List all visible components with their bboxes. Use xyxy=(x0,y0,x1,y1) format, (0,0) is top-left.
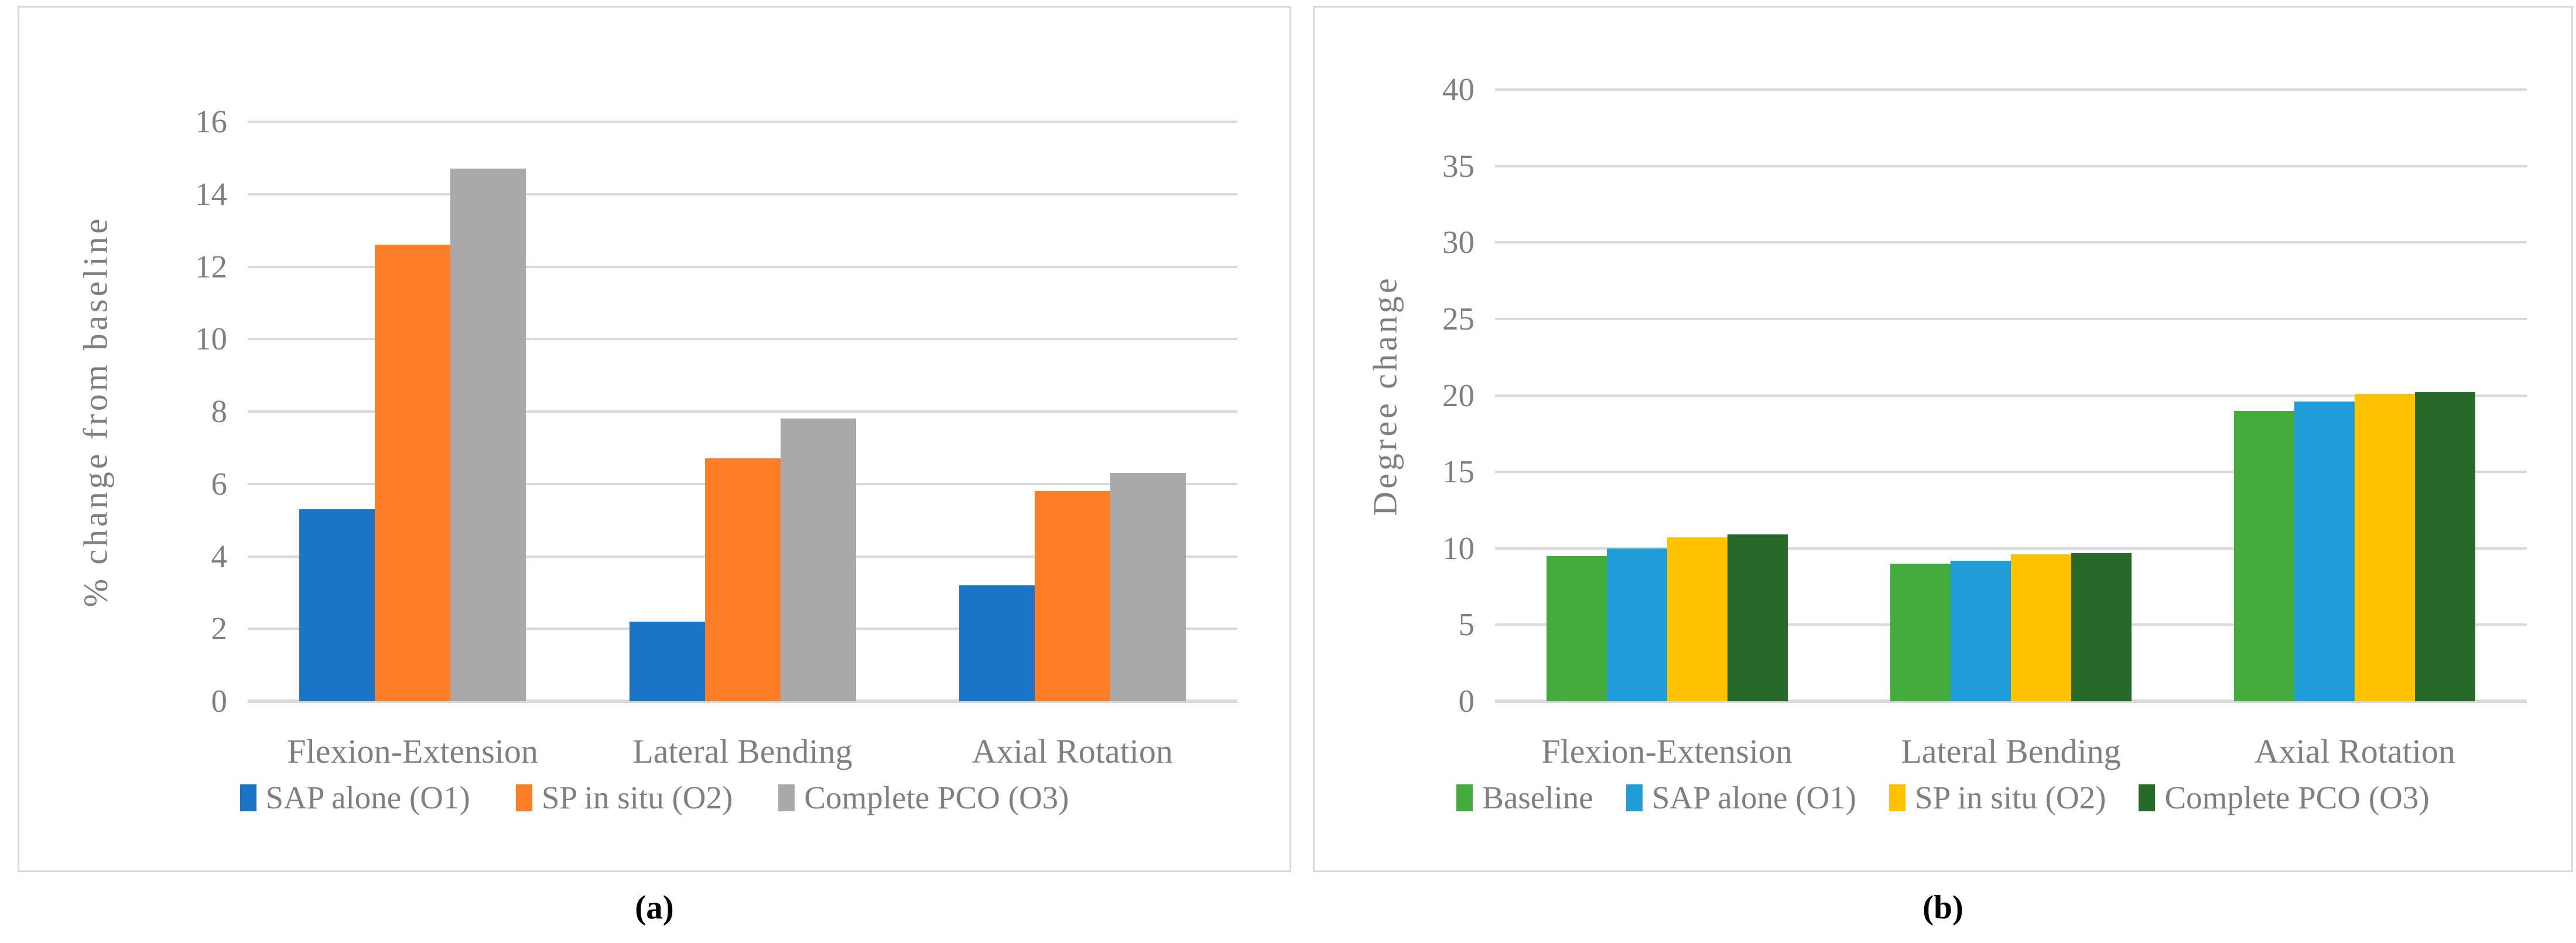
bar-a-1-2 xyxy=(780,419,856,701)
gridline xyxy=(248,410,1237,413)
caption-b: (b) xyxy=(1922,889,1963,926)
y-tick-label: 2 xyxy=(211,611,228,647)
chart-a-legend: SAP alone (O1) SP in situ (O2) Complete PC… xyxy=(19,780,1289,815)
x-axis-line xyxy=(248,699,1237,703)
legend-swatch-icon xyxy=(240,784,256,811)
chart-a-panel: % change from baseline SAP alone (O1) SP … xyxy=(18,6,1291,872)
legend-swatch-icon xyxy=(2139,784,2156,811)
chart-a-y-axis-title: % change from baseline xyxy=(76,215,115,608)
y-tick-label: 4 xyxy=(211,538,228,574)
legend-item: Complete PCO (O3) xyxy=(2139,780,2430,815)
y-tick-label: 20 xyxy=(1442,377,1475,413)
bar-a-1-0 xyxy=(629,621,705,701)
bar-b-0-0 xyxy=(1546,555,1607,701)
y-tick-label: 8 xyxy=(211,393,228,429)
legend-label: SP in situ (O2) xyxy=(1915,780,2106,815)
bar-b-0-1 xyxy=(1606,548,1667,701)
gridline xyxy=(248,338,1237,341)
caption-a: (a) xyxy=(635,889,674,926)
bar-b-2-1 xyxy=(2294,401,2355,701)
bar-b-0-3 xyxy=(1727,534,1788,701)
gridline xyxy=(1495,88,2527,91)
bar-b-1-1 xyxy=(1951,560,2011,701)
y-tick-label: 30 xyxy=(1442,224,1475,260)
x-category-label: Axial Rotation xyxy=(971,732,1173,770)
y-tick-label: 16 xyxy=(195,104,227,139)
y-tick-label: 10 xyxy=(195,321,227,357)
legend-item: SP in situ (O2) xyxy=(515,780,733,815)
legend-label: Complete PCO (O3) xyxy=(804,780,1069,815)
bar-a-0-1 xyxy=(375,245,451,701)
y-tick-label: 5 xyxy=(1458,606,1475,643)
y-tick-label: 15 xyxy=(1442,454,1475,490)
x-category-label: Flexion-Extension xyxy=(287,732,538,770)
gridline xyxy=(248,193,1237,196)
gridline xyxy=(1495,164,2527,167)
bar-b-2-0 xyxy=(2234,410,2295,701)
legend-item: Complete PCO (O3) xyxy=(778,780,1069,815)
x-category-label: Lateral Bending xyxy=(632,732,853,770)
legend-item: SAP alone (O1) xyxy=(240,780,470,815)
gridline xyxy=(1495,547,2527,550)
bar-b-1-0 xyxy=(1890,563,1951,701)
legend-swatch-icon xyxy=(1889,784,1906,811)
legend-label: SAP alone (O1) xyxy=(1651,780,1856,815)
gridline xyxy=(1495,317,2527,320)
y-tick-label: 35 xyxy=(1442,148,1475,184)
x-category-label: Lateral Bending xyxy=(1901,732,2121,770)
y-tick-label: 0 xyxy=(1458,683,1475,719)
bar-a-2-0 xyxy=(959,585,1035,701)
legend-item: Baseline xyxy=(1456,780,1593,815)
bar-b-1-2 xyxy=(2011,554,2071,701)
bar-b-2-2 xyxy=(2355,393,2416,701)
y-tick-label: 14 xyxy=(195,176,227,212)
x-category-label: Axial Rotation xyxy=(2254,732,2455,770)
legend-label: SP in situ (O2) xyxy=(541,780,733,815)
legend-label: Complete PCO (O3) xyxy=(2164,780,2430,815)
y-tick-label: 40 xyxy=(1442,71,1475,107)
legend-item: SP in situ (O2) xyxy=(1889,780,2106,815)
legend-label: Baseline xyxy=(1482,780,1593,815)
y-tick-label: 12 xyxy=(195,248,227,284)
y-tick-label: 25 xyxy=(1442,300,1475,337)
bar-a-0-2 xyxy=(450,169,526,701)
bar-b-2-3 xyxy=(2415,392,2476,701)
chart-b-legend: Baseline SAP alone (O1) SP in situ (O2) Com… xyxy=(1315,780,2571,815)
bar-b-0-2 xyxy=(1667,537,1727,701)
bar-b-1-3 xyxy=(2071,553,2132,701)
legend-item: SAP alone (O1) xyxy=(1626,780,1856,815)
legend-label: SAP alone (O1) xyxy=(265,780,470,815)
gridline xyxy=(248,265,1237,268)
legend-swatch-icon xyxy=(778,784,795,811)
bar-a-2-1 xyxy=(1034,491,1110,701)
bar-a-2-2 xyxy=(1110,473,1186,701)
gridline xyxy=(1495,394,2527,397)
x-category-label: Flexion-Extension xyxy=(1541,732,1792,770)
gridline xyxy=(1495,241,2527,244)
bar-a-1-1 xyxy=(704,458,781,701)
legend-swatch-icon xyxy=(1456,784,1473,811)
y-tick-label: 10 xyxy=(1442,530,1475,566)
legend-swatch-icon xyxy=(515,784,532,811)
y-tick-label: 6 xyxy=(211,465,228,502)
chart-b-panel: Degree change Baseline SAP alone (O1) SP i… xyxy=(1313,6,2573,872)
legend-swatch-icon xyxy=(1626,784,1643,811)
x-axis-line xyxy=(1495,699,2527,703)
bar-a-0-0 xyxy=(299,509,375,701)
y-tick-label: 0 xyxy=(211,683,228,719)
gridline xyxy=(1495,471,2527,474)
gridline xyxy=(248,121,1237,123)
